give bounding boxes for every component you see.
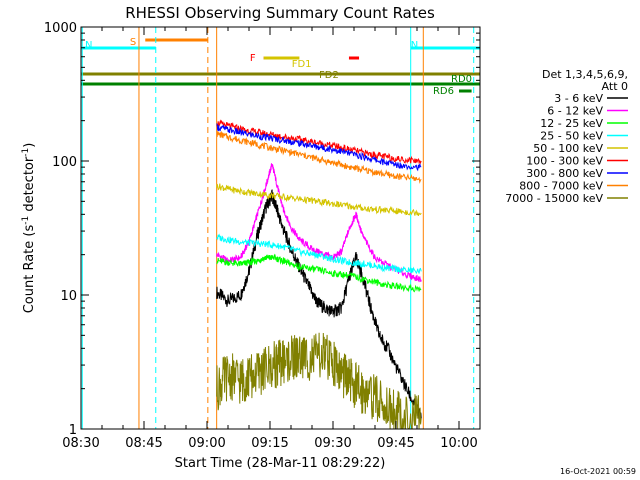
legend-label: 6 - 12 keV — [547, 105, 603, 118]
y-tick-label: 10 — [60, 289, 77, 304]
x-tick-label: 10:00 — [440, 436, 477, 451]
series-line — [216, 130, 422, 184]
x-tick-label: 09:00 — [188, 436, 225, 451]
legend-label: 800 - 7000 keV — [519, 180, 603, 193]
flag-label: S — [130, 37, 136, 48]
series-line — [216, 183, 422, 217]
flag-label: F — [250, 53, 256, 64]
footer-timestamp: 16-Oct-2021 00:59 — [560, 467, 636, 476]
series-line — [216, 332, 422, 430]
y-axis: 1 10 100 1000 — [44, 21, 480, 438]
series-line — [216, 119, 422, 165]
x-axis-label: Start Time (28-Mar-11 08:29:22) — [175, 456, 386, 471]
series-line — [216, 123, 422, 172]
x-tick-label: 08:30 — [62, 436, 99, 451]
y-tick-label: 1 — [69, 423, 77, 438]
series-line — [216, 253, 422, 293]
y-tick-label: 100 — [52, 155, 77, 170]
flag-label: N — [85, 40, 92, 51]
legend-label: 25 - 50 keV — [540, 130, 603, 143]
x-tick-label: 09:45 — [377, 436, 414, 451]
legend-header-1: Det 1,3,4,5,6,9, — [542, 68, 628, 81]
series-line — [216, 189, 422, 424]
instrument-vlines — [81, 27, 475, 429]
legend-label: 7000 - 15000 keV — [505, 192, 603, 205]
y-tick-label: 1000 — [44, 21, 77, 36]
legend-header-2: Att 0 — [602, 80, 628, 93]
series-line — [216, 233, 422, 275]
flag-label: RD6 — [433, 86, 454, 97]
series-line — [216, 163, 422, 283]
x-tick-label: 09:15 — [251, 436, 288, 451]
flag-label: FD2 — [319, 70, 339, 81]
legend-label: 300 - 800 keV — [526, 167, 603, 180]
y-axis-label: Count Rate (s-1 detector-1) — [21, 143, 37, 314]
x-tick-label: 09:30 — [314, 436, 351, 451]
legend-label: 50 - 100 keV — [533, 142, 603, 155]
flag-label: N — [411, 40, 418, 51]
legend-label: 100 - 300 keV — [526, 155, 603, 168]
legend-label: 3 - 6 keV — [554, 92, 603, 105]
flag-label: RD0 — [451, 74, 472, 85]
flag-label: FD1 — [292, 59, 312, 70]
chart-title: RHESSI Observing Summary Count Rates — [125, 4, 435, 22]
series-group — [216, 119, 422, 430]
legend-label: 12 - 25 keV — [540, 117, 603, 130]
x-axis: 08:30 08:45 09:00 09:15 09:30 09:45 10:00 — [62, 27, 481, 451]
plot-frame — [80, 26, 481, 430]
x-tick-label: 08:45 — [125, 436, 162, 451]
